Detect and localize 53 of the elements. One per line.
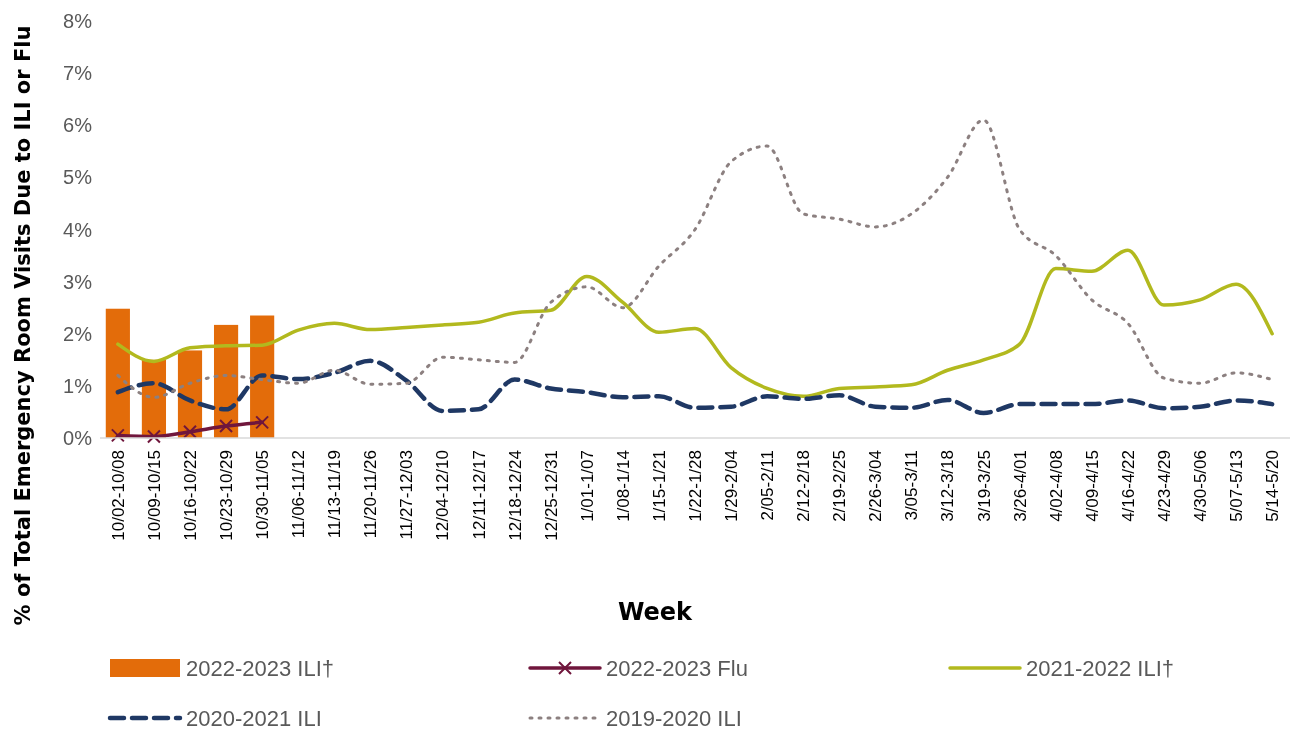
- y-tick-label: 6%: [63, 114, 93, 137]
- x-tick-label: 4/02-4/08: [1046, 450, 1066, 522]
- x-tick-label: 2/19-2/25: [830, 450, 850, 522]
- y-tick-label: 4%: [63, 218, 93, 241]
- x-tick-label: 12/25-12/31: [541, 450, 561, 541]
- x-tick-label: 3/19-3/25: [974, 450, 994, 522]
- y-tick-label: 8%: [63, 10, 93, 32]
- x-tick-label: 12/04-12/10: [433, 450, 453, 541]
- y-tick-label: 5%: [63, 166, 93, 189]
- y-tick-label: 0%: [63, 427, 93, 449]
- y-tick-label: 1%: [63, 374, 93, 397]
- legend-label: 2021-2022 ILI†: [1026, 655, 1175, 681]
- y-axis-title: % of Total Emergency Room Visits Due to ILI or Flu: [11, 25, 35, 626]
- legend-label: 2022-2023 Flu: [606, 655, 748, 681]
- x-tick-label: 4/30-5/06: [1190, 450, 1210, 522]
- x-tick-label: 12/11-12/17: [469, 450, 489, 540]
- x-tick-label: 10/23-10/29: [217, 450, 237, 541]
- x-tick-label: 4/09-4/15: [1082, 450, 1102, 522]
- x-tick-label: 10/02-10/08: [108, 450, 128, 541]
- legend-label: 2022-2023 ILI†: [186, 655, 335, 681]
- y-tick-label: 3%: [63, 270, 93, 293]
- x-tick-label: 10/09-10/15: [144, 450, 164, 541]
- line-series: [116, 248, 1274, 399]
- y-tick-label: 2%: [63, 322, 93, 345]
- x-tick-label: 3/26-4/01: [1010, 450, 1030, 522]
- x-tick-label: 1/29-2/04: [722, 450, 742, 522]
- x-tick-label: 1/22-1/28: [685, 450, 705, 522]
- legend-label: 2019-2020 ILI: [606, 705, 742, 730]
- x-tick-label: 11/27-12/03: [397, 450, 417, 540]
- x-tick-label: 2/12-2/18: [794, 450, 814, 522]
- x-tick-label: 1/01-1/07: [577, 450, 597, 522]
- x-tick-label: 12/18-12/24: [505, 450, 525, 541]
- line-series: [115, 358, 1275, 416]
- x-tick-label: 4/23-4/29: [1154, 450, 1174, 522]
- x-tick-label: 10/30-11/05: [253, 450, 273, 540]
- x-tick-label: 11/13-11/19: [325, 450, 345, 539]
- x-tick-label: 11/20-11/26: [361, 450, 381, 539]
- x-tick-label: 11/06-11/12: [289, 450, 309, 539]
- x-tick-label: 4/16-4/22: [1118, 450, 1138, 522]
- x-tick-label: 3/12-3/18: [938, 450, 958, 522]
- x-tick-label: 5/07-5/13: [1227, 450, 1247, 522]
- x-tick-label: 5/14-5/20: [1263, 450, 1283, 522]
- x-tick-label: 1/15-1/21: [649, 450, 669, 522]
- legend-label: 2020-2021 ILI: [186, 705, 322, 730]
- x-tick-label: 1/08-1/14: [613, 450, 633, 522]
- line-series: [116, 118, 1274, 399]
- x-tick-label: 2/05-2/11: [758, 450, 778, 521]
- y-tick-label: 7%: [63, 62, 93, 85]
- x-tick-label: 3/05-3/11: [902, 450, 922, 521]
- x-axis-title: Week: [617, 598, 694, 626]
- x-tick-label: 2/26-3/04: [866, 450, 886, 522]
- bar: [105, 308, 130, 438]
- x-tick-label: 10/16-10/22: [180, 450, 200, 541]
